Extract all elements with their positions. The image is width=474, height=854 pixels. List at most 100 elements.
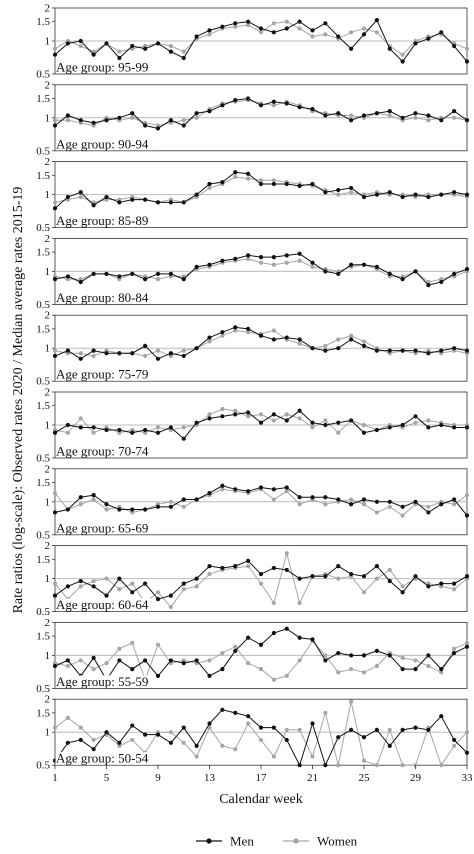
men-point xyxy=(65,507,70,512)
men-point xyxy=(258,571,264,577)
men-point xyxy=(413,348,418,353)
women-point xyxy=(284,673,289,679)
women-point xyxy=(284,489,289,494)
men-point xyxy=(246,489,251,494)
men-point xyxy=(426,113,431,118)
men-point xyxy=(78,495,83,500)
men-point xyxy=(207,262,212,267)
men-point xyxy=(336,111,341,116)
panel-label: Age group: 90-94 xyxy=(56,136,149,151)
men-point xyxy=(233,21,238,26)
women-point xyxy=(323,343,328,348)
women-point xyxy=(258,666,264,672)
x-tick-label: 13 xyxy=(204,772,216,784)
men-point xyxy=(168,425,173,430)
women-point xyxy=(117,646,122,651)
men-point xyxy=(233,256,238,262)
men-point xyxy=(336,650,341,656)
panel-label-bg xyxy=(55,291,154,304)
panel-label: Age group: 80-84 xyxy=(56,290,149,305)
men-point xyxy=(464,266,470,272)
men-point xyxy=(271,255,276,260)
men-point xyxy=(323,21,328,26)
women-point xyxy=(349,30,354,35)
men-point xyxy=(349,502,354,507)
women-point xyxy=(374,663,379,669)
panel: 0.5 1 1.5 2 Age group: 55-59 xyxy=(36,617,470,695)
men-point xyxy=(246,410,251,415)
men-point xyxy=(78,578,83,584)
panel: 0.5 1 1.52 Age group: 70-74 xyxy=(36,387,470,465)
women-point xyxy=(426,504,431,509)
men-point xyxy=(452,425,457,430)
women-point xyxy=(91,737,96,743)
women-point xyxy=(361,422,367,428)
women-point xyxy=(246,721,251,726)
men-point xyxy=(130,197,135,202)
women-point xyxy=(52,491,58,496)
women-point xyxy=(52,200,58,205)
women-point xyxy=(65,430,70,435)
women-point xyxy=(400,513,405,518)
men-point xyxy=(168,740,173,745)
women-point xyxy=(143,353,148,359)
women-point xyxy=(349,699,354,704)
men-point xyxy=(155,200,161,205)
men-point xyxy=(400,348,405,353)
women-point xyxy=(387,727,392,732)
men-point xyxy=(426,653,431,658)
women-point xyxy=(413,658,418,663)
women-point xyxy=(78,416,83,421)
women-point xyxy=(323,502,328,507)
women-point xyxy=(168,43,173,49)
women-point xyxy=(284,727,289,732)
men-point xyxy=(233,487,238,492)
women-point xyxy=(52,725,58,730)
men-point xyxy=(413,41,418,46)
women-point xyxy=(284,412,289,417)
legend: Men Women xyxy=(196,834,358,849)
men-point xyxy=(323,422,328,428)
x-axis-title: Calendar week xyxy=(219,792,303,807)
women-point xyxy=(52,661,58,666)
women-point xyxy=(349,666,354,672)
women-point xyxy=(155,123,161,128)
women-point xyxy=(130,115,135,120)
men-point xyxy=(91,271,96,276)
men-point xyxy=(323,190,328,195)
panel-label-bg xyxy=(55,368,154,381)
men-point xyxy=(220,180,225,185)
panel-label-bg xyxy=(55,214,154,228)
men-point xyxy=(130,590,135,595)
women-point xyxy=(155,277,161,282)
men-point xyxy=(258,485,264,490)
men-point xyxy=(143,732,148,737)
women-point xyxy=(155,348,161,353)
women-point xyxy=(464,46,470,51)
men-point xyxy=(91,584,96,589)
women-point xyxy=(413,115,418,120)
men-point xyxy=(336,271,341,276)
men-point xyxy=(387,653,392,658)
men-point xyxy=(143,507,148,512)
panel: 0.5 1 1.5 2 Age group: 60-64 xyxy=(36,540,470,618)
y-tick-label: 2 xyxy=(45,617,51,629)
men-point xyxy=(181,661,186,666)
panel-label-bg xyxy=(55,521,154,535)
men-point xyxy=(207,109,212,114)
men-point xyxy=(400,194,405,200)
men-point xyxy=(143,658,148,663)
men-point xyxy=(258,26,264,31)
men-point xyxy=(258,420,264,425)
women-point xyxy=(130,737,135,743)
men-point xyxy=(246,326,251,331)
panel: 0.5 1 1.52 Age group: 95-99 xyxy=(36,3,470,81)
women-point xyxy=(52,348,58,353)
men-point xyxy=(271,181,276,187)
men-point xyxy=(323,574,328,579)
men-point xyxy=(464,348,470,353)
men-point xyxy=(336,497,341,502)
men-point xyxy=(143,277,148,282)
men-point xyxy=(271,30,276,35)
women-point xyxy=(117,743,122,748)
